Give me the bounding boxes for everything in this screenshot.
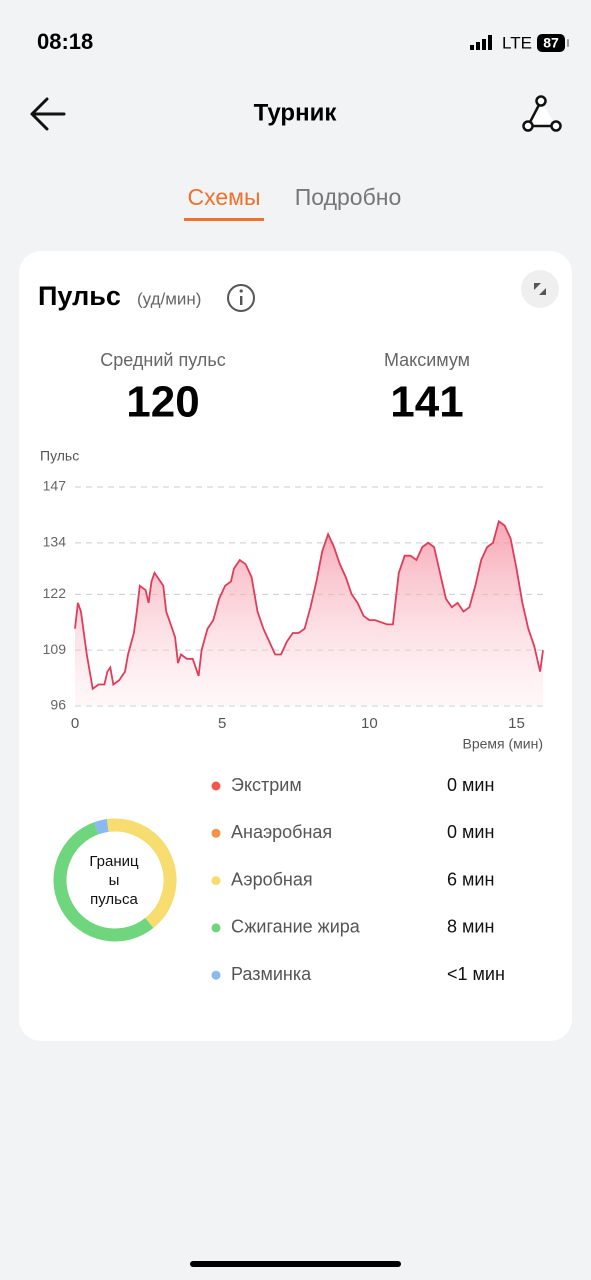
legend-value: 0 мин — [447, 822, 494, 842]
line — [74, 519, 544, 691]
stat-label: Максимум — [384, 350, 470, 370]
x-tick-label: 15 — [508, 715, 525, 732]
stat-label: Средний пульс — [100, 350, 225, 370]
donut-segment — [93, 819, 109, 835]
signal — [470, 35, 492, 50]
expand-icon — [534, 283, 546, 295]
network: LTE — [502, 33, 532, 52]
legend-name: Аэробная — [231, 869, 313, 889]
legend-dot — [211, 828, 221, 838]
page-title: Турник — [254, 99, 338, 126]
x-tick-label: 5 — [218, 715, 226, 732]
y-tick-label: 134 — [43, 534, 67, 550]
card-title: Пульс — [38, 281, 121, 311]
tab-underline — [184, 218, 264, 221]
y-axis-label: Пульс — [40, 448, 79, 464]
legend-value: <1 мин — [447, 964, 505, 984]
time: 08:18 — [37, 29, 93, 54]
back-button[interactable] — [30, 97, 66, 131]
legend-value: 8 мин — [447, 917, 494, 937]
legend-name: Экстрим — [231, 775, 302, 795]
tab-active[interactable]: Схемы — [188, 184, 261, 210]
battery-level: 87 — [543, 35, 559, 51]
legend-value: 0 мин — [447, 775, 494, 795]
y-tick-label: 147 — [43, 478, 67, 494]
legend-name: Разминка — [231, 964, 312, 984]
y-tick-label: 122 — [43, 585, 67, 601]
donut-segment — [53, 822, 154, 942]
legend-dot — [211, 781, 221, 791]
expand-button[interactable] — [521, 270, 559, 308]
legend-name: Анаэробная — [231, 822, 332, 842]
y-tick-label: 109 — [43, 641, 67, 657]
tab[interactable]: Подробно — [295, 184, 402, 210]
legend-name: Сжигание жира — [231, 917, 361, 937]
stat-value: 120 — [126, 378, 199, 427]
share-button[interactable] — [522, 95, 562, 132]
battery — [537, 34, 565, 52]
legend-dot — [211, 970, 221, 980]
card-unit: (уд/мин) — [137, 289, 201, 308]
info-button[interactable] — [227, 284, 255, 312]
x-tick-label: 10 — [361, 715, 378, 732]
donut-segment — [106, 818, 177, 929]
x-axis-label: Время (мин) — [462, 736, 543, 752]
legend-dot — [211, 876, 221, 886]
legend-value: 6 мин — [447, 869, 494, 889]
legend-dot — [211, 923, 221, 933]
home-indicator — [190, 1261, 401, 1267]
battery-tip — [567, 39, 569, 47]
stat-value: 141 — [390, 378, 463, 427]
x-tick-label: 0 — [71, 715, 79, 732]
donut-center-label: Границы пульса — [89, 853, 139, 908]
y-tick-label: 96 — [50, 697, 66, 713]
